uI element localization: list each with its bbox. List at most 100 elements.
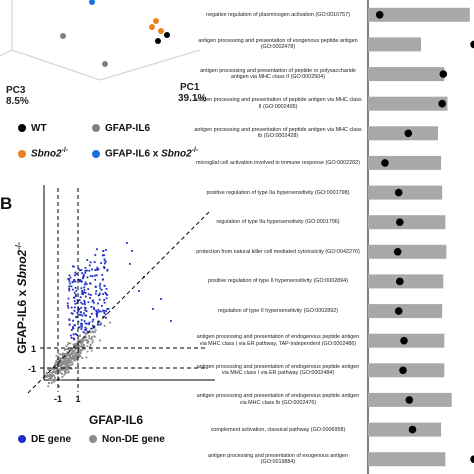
non-de-gene-point (82, 340, 85, 342)
de-gene-point (107, 308, 110, 310)
non-de-gene-point (70, 352, 73, 354)
de-gene-point (95, 309, 97, 312)
non-de-gene-point (66, 343, 69, 346)
de-gene-point (68, 287, 71, 290)
de-gene-point (70, 306, 73, 309)
de-gene-point (105, 287, 108, 290)
de-gene-point (79, 313, 82, 316)
non-de-gene-point (79, 352, 82, 355)
non-de-gene-point (58, 385, 61, 388)
non-de-gene-point (75, 342, 78, 345)
pca-sample-point (102, 61, 108, 67)
non-de-gene-point (67, 362, 69, 365)
de-gene-point (84, 281, 87, 284)
de-gene-point (94, 254, 97, 256)
non-de-gene-point (77, 340, 79, 342)
pca-legend-sbno2: Sbno2-/- (18, 147, 68, 159)
de-gene-point (97, 308, 100, 311)
non-de-gene-point (78, 350, 81, 353)
go-term-label: regulation of type IIa hypersensitivity … (216, 219, 340, 226)
non-de-gene-point (65, 348, 67, 351)
de-gene-point (84, 306, 86, 309)
pca-legend-gfap-il6: GFAP-IL6 (92, 123, 150, 134)
non-de-gene-point (64, 371, 66, 373)
de-gene-point (138, 290, 140, 292)
de-gene-point (74, 280, 77, 283)
non-de-gene-point (60, 366, 62, 368)
go-term-dot (470, 455, 474, 463)
de-gene-point (75, 273, 78, 275)
non-de-gene-point (87, 341, 90, 343)
scatter-y-axis-label: GFAP-IL6 x Sbno2-/- (14, 242, 29, 354)
y-tick-1: 1 (31, 344, 36, 354)
non-de-gene-point (69, 349, 72, 351)
non-de-gene-point (59, 372, 62, 374)
non-de-gene-point (69, 354, 72, 357)
non-de-gene-point (63, 354, 65, 356)
non-de-gene-point (69, 364, 72, 367)
de-gene-point (89, 275, 92, 277)
non-de-gene-point (65, 368, 68, 371)
non-de-gene-point (89, 345, 92, 347)
non-de-gene-point (65, 366, 68, 369)
de-gene-point (83, 283, 86, 286)
non-de-gene-point (74, 352, 77, 355)
de-gene-point (86, 330, 89, 333)
non-de-gene-point (51, 373, 54, 376)
non-de-gene-point (67, 369, 70, 371)
non-de-gene-point (65, 362, 68, 364)
de-gene-point (66, 304, 69, 307)
non-de-gene-point (47, 382, 50, 384)
de-gene-point (68, 289, 71, 292)
pc3-name: PC3 (6, 85, 26, 96)
non-de-gene-point (81, 346, 83, 349)
non-de-gene-point (71, 360, 73, 363)
de-gene-point (67, 306, 70, 309)
de-gene-point (84, 271, 87, 274)
de-gene-point (105, 293, 107, 295)
de-gene-point (80, 269, 83, 271)
non-de-gene-point (64, 372, 67, 375)
de-gene-point (82, 276, 85, 278)
go-term-bar (368, 185, 443, 200)
non-de-gene-point (74, 357, 77, 360)
de-gene-point (83, 320, 86, 322)
go-term-label: antigen processing and presentation of p… (194, 97, 362, 110)
de-gene-point (68, 285, 71, 288)
non-de-gene-point (64, 362, 66, 364)
panel-b-letter: B (0, 194, 13, 213)
non-de-gene-point (51, 379, 53, 382)
gfap-il6-marker (92, 124, 100, 133)
de-gene-point (99, 282, 102, 285)
go-term-bar (368, 7, 470, 22)
non-de-gene-point (73, 357, 76, 360)
de-gene-point (100, 262, 102, 264)
non-de-gene-point (62, 360, 64, 363)
non-de-gene-point (51, 368, 53, 370)
de-gene-point (103, 299, 105, 301)
non-de-gene-point (54, 371, 57, 373)
legend-sbno2-label: Sbno2 (31, 148, 62, 160)
de-gene-point (103, 266, 105, 268)
non-de-gene-point (54, 363, 56, 365)
de-gene-point (77, 267, 80, 270)
de-gene-point (104, 313, 107, 316)
de-gene-point (131, 250, 133, 252)
de-gene-point (94, 278, 97, 281)
de-gene-point (98, 285, 101, 287)
non-de-gene-point (72, 353, 74, 355)
non-de-gene-point (85, 356, 88, 359)
de-gene-point (95, 312, 98, 315)
non-de-gene-point (83, 348, 86, 350)
legend-cross-label: GFAP-IL6 x (105, 148, 162, 160)
de-gene-point (105, 297, 108, 300)
non-de-gene-point (54, 379, 56, 382)
de-gene-marker (18, 435, 26, 444)
de-gene-point (106, 269, 109, 272)
go-term-dot (400, 336, 408, 345)
de-gene-point (83, 289, 86, 291)
de-gene-point (73, 278, 76, 281)
non-de-gene-point (67, 348, 69, 350)
de-gene-point (84, 295, 87, 298)
y-tick-minus-1: -1 (28, 364, 36, 374)
